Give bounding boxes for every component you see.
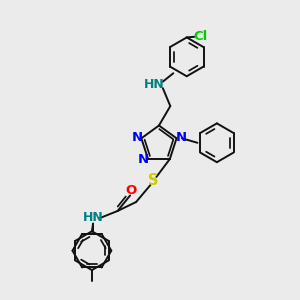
Text: S: S [148,173,159,188]
Text: HN: HN [144,78,165,91]
Text: N: N [132,131,143,144]
Text: O: O [126,184,137,197]
Text: N: N [176,131,187,144]
Text: HN: HN [83,211,104,224]
Text: N: N [138,153,149,166]
Text: Cl: Cl [194,30,208,43]
